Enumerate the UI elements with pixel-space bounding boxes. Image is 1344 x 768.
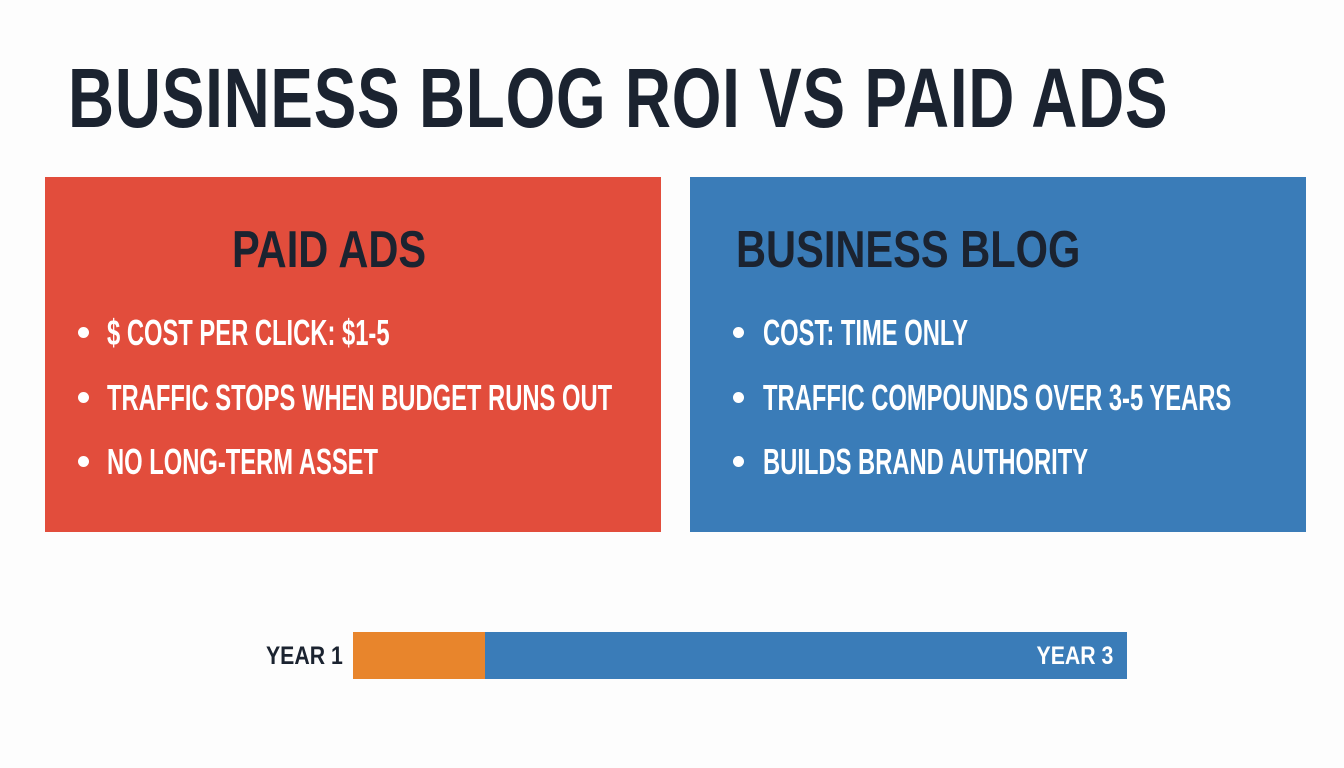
- business-blog-heading: BUSINESS BLOG: [736, 221, 1081, 279]
- bullet-icon: [78, 392, 89, 403]
- bullet-icon: [733, 327, 744, 338]
- paid-ads-card: [45, 177, 661, 532]
- paid-ads-heading: PAID ADS: [232, 221, 427, 279]
- bullet-icon: [733, 392, 744, 403]
- timeline-paid-segment: [353, 632, 485, 679]
- bullet-icon: [733, 456, 744, 467]
- bullet-icon: [78, 327, 89, 338]
- timeline-end-label: YEAR 3: [1036, 642, 1113, 670]
- timeline-start-label: YEAR 1: [266, 642, 343, 670]
- timeline-bar: YEAR 3: [353, 632, 1127, 679]
- business-blog-card: [690, 177, 1306, 532]
- page-title: BUSINESS BLOG ROI VS PAID ADS: [68, 51, 1169, 145]
- bullet-icon: [78, 456, 89, 467]
